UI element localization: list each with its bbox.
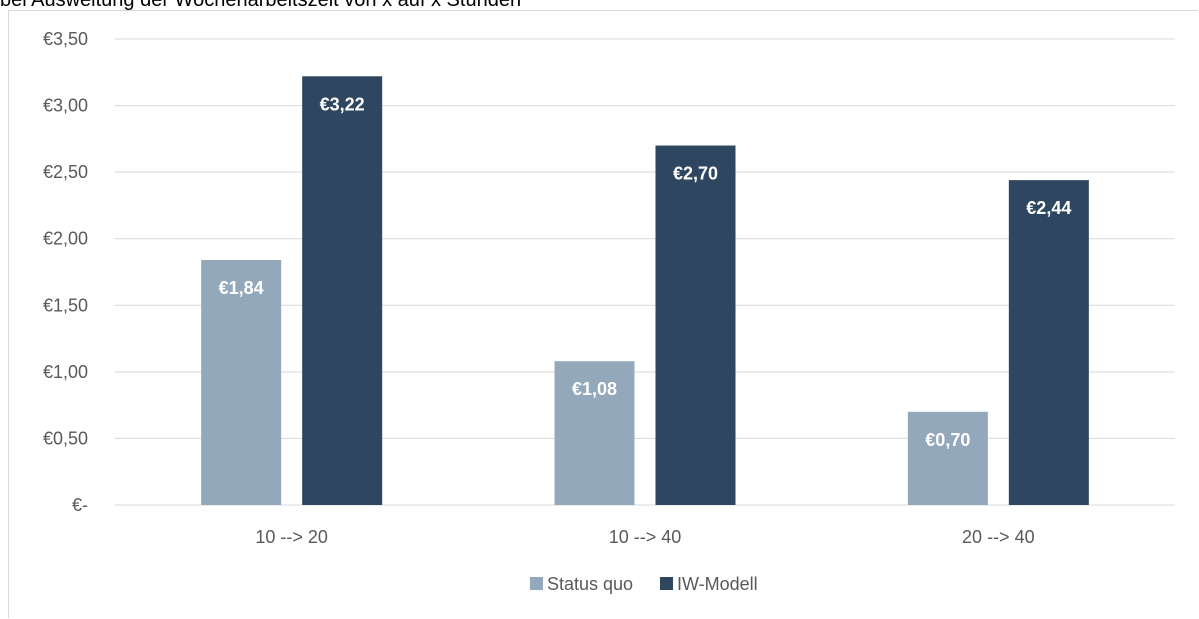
legend-swatch xyxy=(660,577,673,590)
y-tick-label: €3,00 xyxy=(43,96,88,116)
data-label: €0,70 xyxy=(925,430,970,450)
bar xyxy=(655,145,736,505)
bar xyxy=(1008,180,1089,506)
data-label: €1,84 xyxy=(219,278,264,298)
bar xyxy=(302,76,383,505)
chart-frame xyxy=(8,10,1198,618)
data-label: €1,08 xyxy=(572,379,617,399)
y-tick-label: €0,50 xyxy=(43,428,88,448)
x-tick-label: 20 --> 40 xyxy=(962,527,1035,547)
legend-label: IW-Modell xyxy=(677,574,758,594)
legend-swatch xyxy=(530,577,543,590)
data-label: €3,22 xyxy=(320,94,365,114)
bar xyxy=(201,260,282,505)
y-tick-label: €- xyxy=(72,495,88,515)
legend-label: Status quo xyxy=(547,574,633,594)
x-tick-label: 10 --> 40 xyxy=(609,527,682,547)
x-tick-label: 10 --> 20 xyxy=(255,527,328,547)
data-label: €2,70 xyxy=(673,164,718,184)
y-tick-label: €1,50 xyxy=(43,295,88,315)
y-tick-label: €2,50 xyxy=(43,162,88,182)
y-tick-label: €3,50 xyxy=(43,29,88,49)
bar xyxy=(907,411,988,505)
y-tick-label: €1,00 xyxy=(43,362,88,382)
bar xyxy=(554,361,635,505)
y-tick-label: €2,00 xyxy=(43,229,88,249)
data-label: €2,44 xyxy=(1026,198,1071,218)
chart-title-fragment: bei Ausweitung der Wochenarbeitszeit von… xyxy=(0,0,522,11)
